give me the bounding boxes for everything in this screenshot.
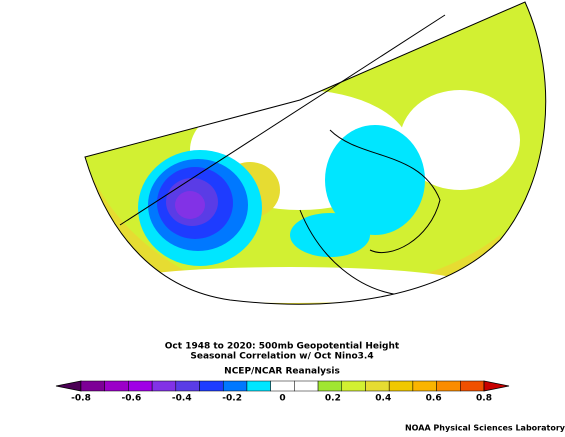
colorbar-swatch [436, 380, 461, 392]
colorbar-swatch [317, 380, 343, 392]
colorbar-end [483, 380, 510, 392]
colorbar-swatch [104, 380, 129, 392]
meridian [119, 14, 446, 226]
colorbar: -0.8 -0.6 -0.4 -0.2 0 0.2 0.4 0.6 0.8 [55, 380, 510, 404]
colorbar-end [55, 380, 82, 392]
colorbar-swatch [222, 380, 248, 392]
colorbar-swatch [294, 380, 319, 392]
correlation-field [85, 2, 546, 305]
colorbar-label: -0.2 [222, 394, 242, 404]
colorbar-swatch [388, 380, 414, 392]
colorbar-swatch [412, 380, 437, 392]
colorbar-label: 0.4 [375, 394, 391, 404]
colorbar-label: 0.8 [476, 394, 492, 404]
colorbar-swatch [246, 380, 271, 392]
title-line: Oct 1948 to 2020: 500mb Geopotential Hei… [165, 342, 400, 352]
colorbar-swatch [341, 380, 366, 392]
colorbar-label: 0.2 [325, 394, 341, 404]
title-line: Seasonal Correlation w/ Oct Nino3.4 [190, 352, 373, 362]
colorbar-label: -0.8 [71, 394, 91, 404]
map-border [84, 1, 547, 305]
colorbar-swatch [460, 380, 485, 392]
colorbar-label: 0.6 [426, 394, 442, 404]
colorbar-swatch [365, 380, 390, 392]
colorbar-swatch [151, 380, 177, 392]
credit: NOAA Physical Sciences Laboratory [405, 424, 565, 433]
colorbar-label: -0.4 [172, 394, 192, 404]
colorbar-label: 0 [279, 394, 285, 404]
colorbar-label: -0.6 [122, 394, 142, 404]
colorbar-swatch [80, 380, 105, 392]
subtitle: NCEP/NCAR Reanalysis [224, 367, 340, 377]
colorbar-swatch [199, 380, 224, 392]
colorbar-swatch [270, 380, 295, 392]
colorbar-swatch [175, 380, 200, 392]
colorbar-swatch [128, 380, 153, 392]
